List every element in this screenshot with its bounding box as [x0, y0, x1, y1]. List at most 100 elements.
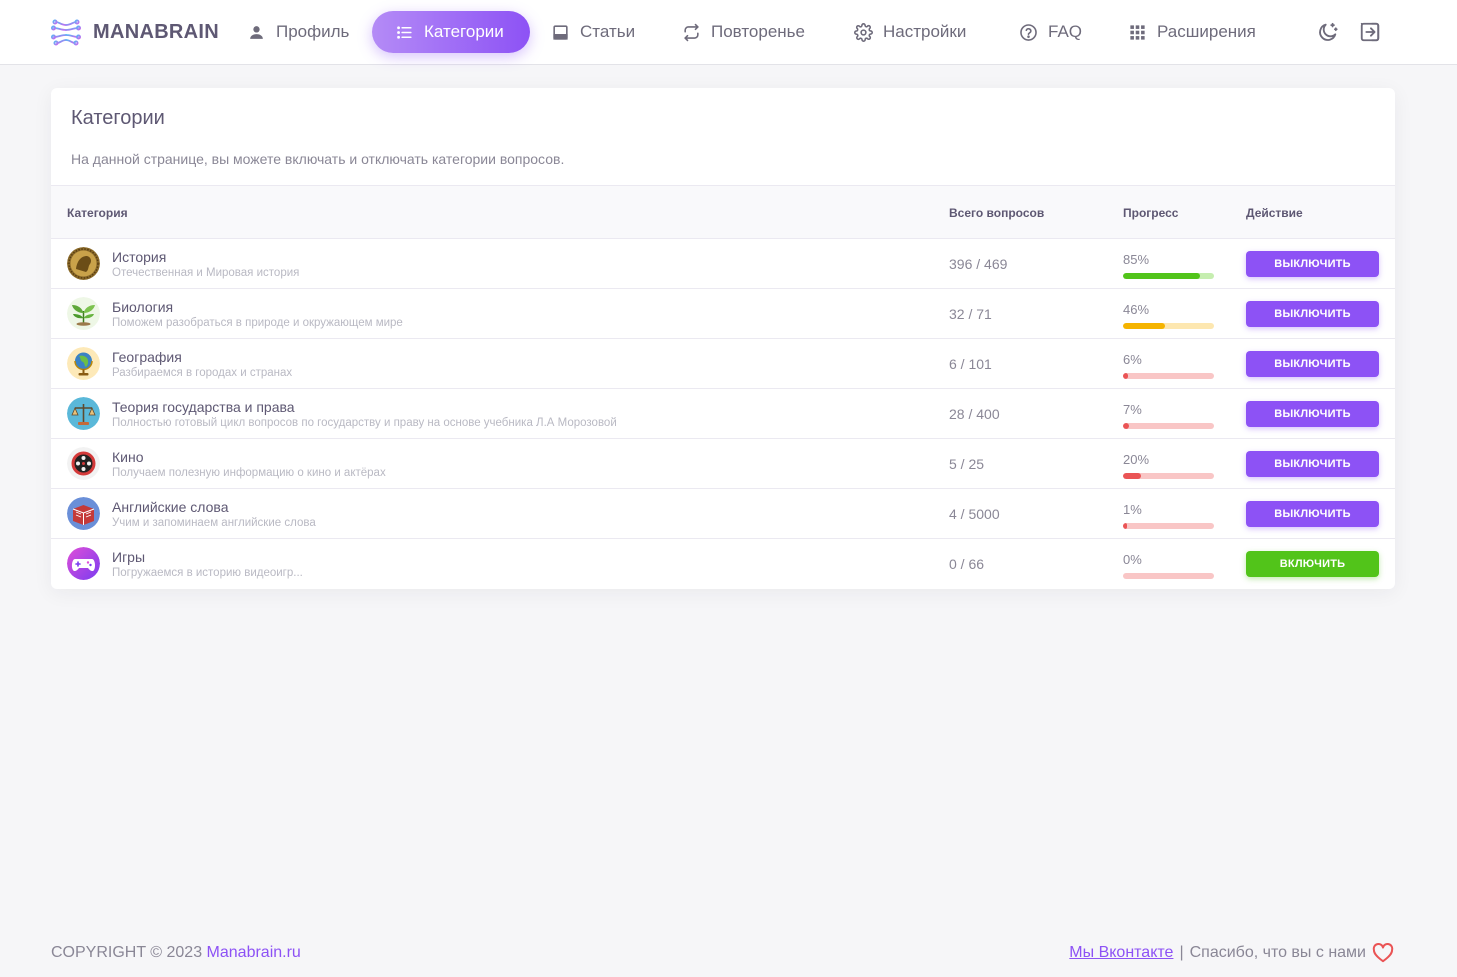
logout-button[interactable] [1358, 20, 1382, 44]
progress-bar-fill [1123, 423, 1130, 429]
nav-item-categories[interactable]: Категории [372, 11, 530, 53]
site-link[interactable]: Manabrain.ru [206, 944, 301, 961]
question-count: 32 / 71 [949, 306, 992, 322]
column-header-total: Всего вопросов [949, 206, 1045, 220]
article-icon [553, 24, 568, 40]
progress-bar-fill [1123, 373, 1129, 379]
plant-icon [67, 297, 100, 330]
progress-percent: 1% [1123, 502, 1142, 517]
footer-copyright: COPYRIGHT © 2023 Manabrain.ru [51, 944, 301, 962]
table-row: История Отечественная и Мировая история … [51, 239, 1395, 289]
category-subtitle: Поможем разобраться в природе и окружающ… [112, 317, 403, 329]
question-count: 5 / 25 [949, 456, 985, 472]
category-name: География [112, 349, 182, 365]
footer-right: Мы Вконтакте | Спасибо, что вы с нами [1069, 943, 1394, 963]
progress-percent: 46% [1123, 302, 1150, 317]
category-subtitle: Получаем полезную информацию о кино и ак… [112, 467, 386, 479]
column-header-progress: Прогресс [1123, 206, 1179, 220]
progress-percent: 0% [1123, 552, 1142, 567]
progress-bar [1123, 273, 1214, 279]
progress-bar [1123, 423, 1214, 429]
category-name: Игры [112, 549, 146, 565]
nav-item-label: FAQ [1048, 22, 1083, 41]
logout-icon [1360, 22, 1380, 42]
book-icon [67, 497, 100, 530]
nav-item-repeat[interactable]: Повторенье [682, 11, 805, 53]
table-row: Теория государства и права Полностью гот… [51, 389, 1395, 439]
scales-icon [67, 397, 100, 430]
table-body: История Отечественная и Мировая история … [51, 239, 1395, 589]
nav-item-label: Настройки [883, 22, 967, 41]
vk-link[interactable]: Мы Вконтакте [1069, 944, 1174, 961]
disable-category-button[interactable]: выключить [1246, 501, 1379, 527]
user-icon [250, 25, 263, 39]
category-subtitle: Погружаемся в историю видеоигр... [112, 567, 303, 579]
progress-bar [1123, 523, 1214, 529]
copyright-text: COPYRIGHT © 2023 [51, 944, 207, 961]
brand-logo-link[interactable]: MANABRAIN [50, 15, 219, 49]
category-name: Английские слова [112, 499, 229, 515]
column-header-category: Категория [67, 206, 128, 220]
brand-name: MANABRAIN [93, 20, 220, 43]
progress-bar-fill [1123, 273, 1201, 279]
category-subtitle: Полностью готовый цикл вопросов по госуд… [112, 417, 617, 429]
page-title: Категории [71, 107, 165, 129]
category-name: Кино [112, 449, 144, 465]
nav-item-label: Категории [424, 22, 504, 41]
progress-bar [1123, 573, 1214, 579]
disable-category-button[interactable]: выключить [1246, 351, 1379, 377]
question-count: 396 / 469 [949, 256, 1008, 272]
disable-category-button[interactable]: выключить [1246, 301, 1379, 327]
question-count: 6 / 101 [949, 356, 992, 372]
table-row: Кино Получаем полезную информацию о кино… [51, 439, 1395, 489]
progress-percent: 20% [1123, 452, 1150, 467]
nav-item-faq[interactable]: FAQ [1019, 11, 1082, 53]
theme-toggle-button[interactable] [1316, 20, 1340, 44]
thanks-text: Спасибо, что вы с нами [1189, 944, 1366, 961]
nav-item-extensions[interactable]: Расширения [1128, 11, 1256, 53]
nav-item-label: Статьи [580, 22, 636, 41]
question-count: 4 / 5000 [949, 506, 1000, 522]
category-subtitle: Разбираемся в городах и странах [112, 367, 293, 379]
progress-bar-fill [1123, 473, 1142, 479]
question-count: 0 / 66 [949, 556, 985, 572]
gear-icon [854, 22, 873, 42]
film-reel-icon [67, 447, 100, 480]
progress-percent: 7% [1123, 402, 1142, 417]
category-name: История [112, 249, 167, 265]
disable-category-button[interactable]: выключить [1246, 401, 1379, 427]
footer-separator: | [1179, 944, 1184, 961]
category-name: Биология [112, 299, 174, 315]
help-icon [1020, 23, 1037, 41]
progress-bar-fill [1123, 523, 1127, 529]
question-count: 28 / 400 [949, 406, 1000, 422]
nav-item-profile[interactable]: Профиль [247, 11, 349, 53]
nav-item-label: Повторенье [711, 22, 805, 41]
table-row: Английские слова Учим и запоминаем англи… [51, 489, 1395, 539]
table-header: Категория Всего вопросов Прогресс Действ… [51, 185, 1395, 239]
table-row: Игры Погружаемся в историю видеоигр... 0… [51, 539, 1395, 589]
nav-item-articles[interactable]: Статьи [551, 11, 635, 53]
disable-category-button[interactable]: выключить [1246, 451, 1379, 477]
category-subtitle: Учим и запоминаем английские слова [112, 517, 316, 529]
table-row: География Разбираемся в городах и страна… [51, 339, 1395, 389]
repeat-icon [684, 23, 699, 41]
enable-category-button[interactable]: включить [1246, 551, 1379, 577]
gamepad-icon [67, 547, 100, 580]
progress-bar [1123, 323, 1214, 329]
progress-bar [1123, 373, 1214, 379]
column-header-action: Действие [1246, 206, 1303, 220]
globe-icon [67, 347, 100, 380]
category-name: Теория государства и права [112, 399, 295, 415]
categories-card: Категории На данной странице, вы можете … [51, 88, 1395, 589]
progress-percent: 85% [1123, 252, 1150, 267]
page-description: На данной странице, вы можете включать и… [71, 151, 565, 167]
category-subtitle: Отечественная и Мировая история [112, 267, 300, 279]
table-row: Биология Поможем разобраться в природе и… [51, 289, 1395, 339]
nav-item-settings[interactable]: Настройки [854, 11, 966, 53]
disable-category-button[interactable]: выключить [1246, 251, 1379, 277]
grid-icon [1130, 24, 1145, 40]
list-icon [397, 25, 412, 39]
nav-item-label: Профиль [276, 22, 350, 41]
brain-logo-icon [50, 19, 81, 46]
